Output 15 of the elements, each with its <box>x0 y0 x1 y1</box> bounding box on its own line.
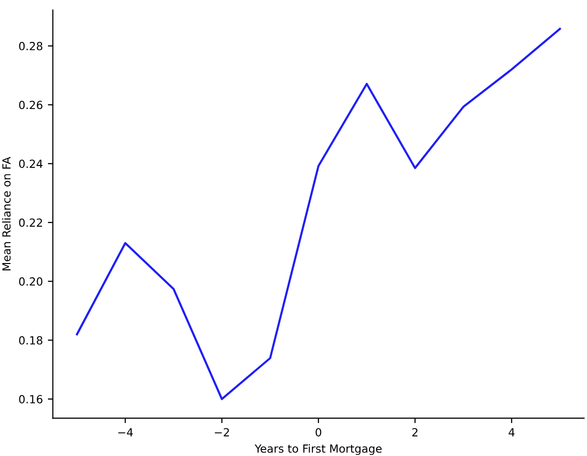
y-tick-label: 0.28 <box>19 42 42 50</box>
y-tick-label: 0.18 <box>19 336 42 345</box>
x-tick-label: 2 <box>412 428 418 436</box>
y-tick-label: 0.26 <box>19 100 42 110</box>
y-tick-label: 0.22 <box>19 218 42 227</box>
y-tick-label: 0.20 <box>19 277 42 286</box>
y-axis-title: Mean Reliance on FA <box>2 156 11 270</box>
x-tick-label: 4 <box>508 428 515 436</box>
line-series <box>76 28 561 400</box>
x-axis-title: Years to First Mortgage <box>254 444 382 455</box>
y-tick-label: 0.16 <box>19 395 42 404</box>
x-tick-label: 0 <box>316 428 322 436</box>
x-tick-label: −2 <box>214 428 229 436</box>
y-tick-label: 0.24 <box>19 160 42 168</box>
x-tick-label: −4 <box>118 428 133 436</box>
